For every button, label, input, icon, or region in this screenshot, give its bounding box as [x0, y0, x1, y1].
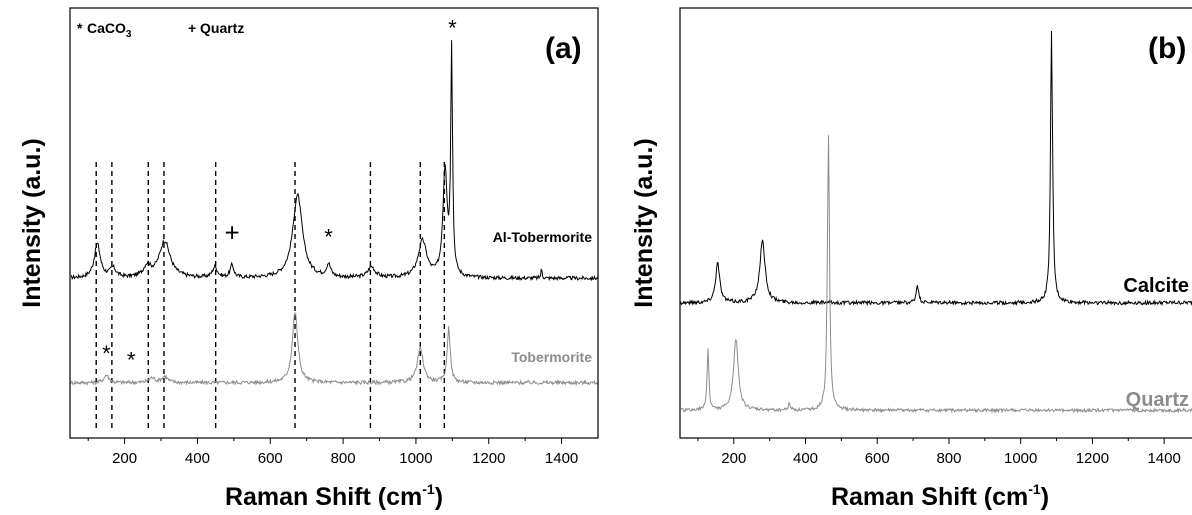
panel-tag: (b) [1148, 32, 1186, 65]
x-ticks: 200 400 600 800 1000 1200 1400 [87, 438, 578, 467]
legend-label-text: CaCO [87, 20, 126, 36]
caco3-marker: * [324, 225, 333, 250]
legend-label-subscript: 3 [126, 29, 132, 40]
series-group [70, 40, 599, 387]
x-tick-label: 800 [936, 450, 961, 467]
reference-lines [95, 162, 446, 430]
legend-symbol: + [188, 20, 196, 36]
x-axis-title: Raman Shift (cm-1) [225, 481, 443, 511]
series-label-calcite: Calcite [1123, 275, 1189, 297]
x-tick-label: 800 [331, 450, 356, 467]
plot-frame [69, 7, 599, 439]
caco3-marker: * [102, 341, 111, 366]
x-tick-label: 1400 [545, 450, 578, 467]
x-tick-label: 600 [865, 450, 890, 467]
series-line-quartz [680, 135, 1192, 414]
x-tick-label: 1000 [1004, 450, 1037, 467]
series-label-tobermorite: Tobermorite [511, 349, 592, 365]
plot-frame [679, 7, 1192, 439]
legend-label: Quartz [200, 20, 244, 36]
legend-label: CaCO3 [87, 20, 132, 40]
panel-tag: (a) [545, 32, 582, 65]
x-axis-title-close: ) [1041, 483, 1049, 511]
series-group [680, 30, 1192, 414]
x-axis-title-text: Raman Shift (cm [831, 483, 1028, 511]
series-line-al-tobermorite [70, 40, 599, 282]
series-line-tobermorite [70, 312, 598, 387]
x-axis-title-text: Raman Shift (cm [225, 483, 422, 511]
caco3-marker: * [448, 16, 457, 41]
x-axis-title-sup: -1 [422, 481, 435, 497]
panel-a: 200 400 600 800 1000 1200 1400 (a) * CaCO3 + Q… [18, 7, 599, 511]
y-axis-title: Intensity (a.u.) [18, 138, 46, 307]
legend: * CaCO3 + Quartz [77, 20, 244, 40]
x-tick-label: 1400 [1147, 450, 1180, 467]
x-tick-label: 400 [185, 450, 210, 467]
quartz-marker: + [224, 217, 239, 247]
caco3-marker: * [127, 347, 136, 372]
y-axis-title: Intensity (a.u.) [630, 138, 658, 307]
x-tick-label: 200 [721, 450, 746, 467]
series-line-calcite [680, 30, 1192, 307]
x-axis-title: Raman Shift (cm-1) [831, 481, 1049, 511]
legend-symbol: * [77, 20, 83, 36]
x-axis-title-close: ) [435, 483, 443, 511]
x-tick-label: 200 [112, 450, 137, 467]
peak-annotations: * + * * * [102, 16, 457, 373]
x-tick-label: 600 [258, 450, 283, 467]
x-tick-label: 1000 [399, 450, 432, 467]
panel-b: 200 400 600 800 1000 1200 1400 (b) Calcite Qua… [630, 7, 1192, 511]
x-axis-title-sup: -1 [1028, 481, 1041, 497]
series-label-quartz: Quartz [1126, 389, 1189, 411]
x-ticks: 200 400 600 800 1000 1200 1400 [697, 438, 1181, 467]
series-label-al-tobermorite: Al-Tobermorite [493, 229, 593, 245]
x-tick-label: 400 [793, 450, 818, 467]
x-tick-label: 1200 [1076, 450, 1109, 467]
x-tick-label: 1200 [472, 450, 505, 467]
